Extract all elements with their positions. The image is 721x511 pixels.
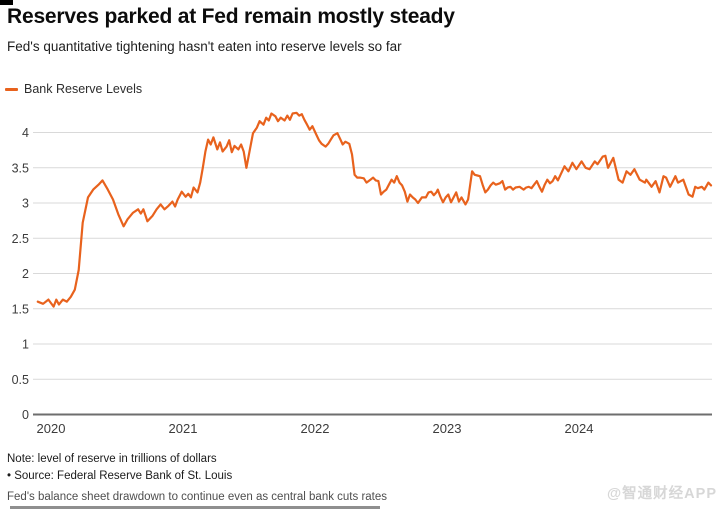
y-axis-tick-label: 1.5 [12, 302, 29, 316]
x-axis-tick-label: 2021 [169, 421, 198, 436]
legend: Bank Reserve Levels [5, 82, 142, 96]
y-axis-tick-label: 4 [22, 126, 29, 140]
y-axis-tick-label: 0.5 [12, 373, 29, 387]
x-axis-tick-label: 2022 [301, 421, 330, 436]
x-axis-tick-label: 2024 [565, 421, 594, 436]
legend-label: Bank Reserve Levels [24, 82, 143, 96]
page-subtitle: Fed's quantitative tightening hasn't eat… [7, 39, 402, 54]
series-line [36, 111, 713, 308]
x-axis-tick-label: 2020 [37, 421, 66, 436]
y-axis-tick-label: 3.5 [12, 161, 29, 175]
watermark: @智通财经APP [607, 486, 717, 502]
chart-note: Note: level of reserve in trillions of d… [7, 453, 217, 465]
y-axis-tick-label: 2 [22, 267, 29, 281]
y-axis-tick-label: 1 [22, 338, 29, 352]
y-axis-tick-label: 2.5 [12, 232, 29, 246]
corner-mark [0, 0, 13, 5]
x-axis-tick-label: 2023 [433, 421, 462, 436]
page-title: Reserves parked at Fed remain mostly ste… [7, 5, 455, 28]
y-axis-tick-label: 3 [22, 197, 29, 211]
chart-source: • Source: Federal Reserve Bank of St. Lo… [7, 470, 233, 482]
y-axis-labels: 0 0.5 1 1.5 2 2.5 3 3.5 4 [12, 126, 29, 422]
x-axis-labels: 2020 2021 2022 2023 2024 [37, 421, 594, 436]
article-caption: Fed's balance sheet drawdown to continue… [7, 491, 388, 503]
y-axis-tick-label: 0 [22, 408, 29, 422]
line-swatch-icon [5, 87, 18, 91]
gridlines [33, 132, 712, 416]
bottom-progress-bar [10, 506, 380, 509]
